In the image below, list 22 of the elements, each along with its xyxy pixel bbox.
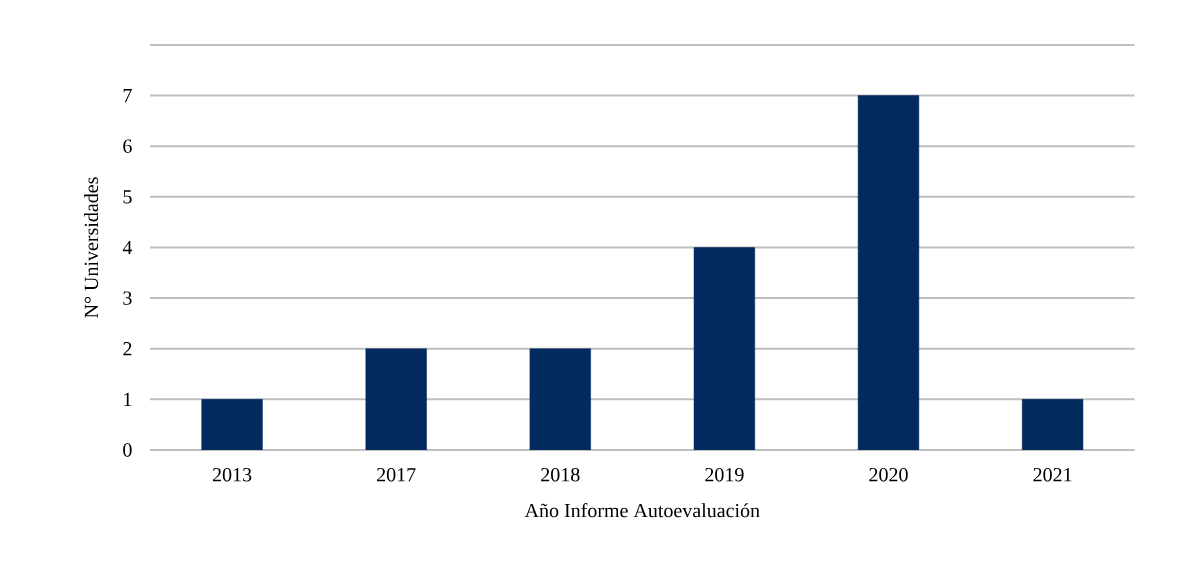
- x-tick-label: 2019: [705, 467, 744, 482]
- y-tick-label: 6: [123, 139, 132, 153]
- x-tick-label: 2021: [1033, 467, 1072, 482]
- x-axis-title: Año Informe Autoevaluación: [524, 503, 760, 518]
- bar: [365, 348, 427, 450]
- bar: [201, 399, 263, 450]
- y-tick-label: 3: [123, 291, 132, 305]
- y-axis-title: N° Universidades: [84, 177, 99, 318]
- x-tick-label: 2020: [869, 467, 908, 482]
- bar: [857, 95, 920, 450]
- y-tick-label: 5: [123, 190, 132, 204]
- bar: [1021, 399, 1084, 450]
- bar: [693, 247, 756, 450]
- x-tick-label: 2017: [377, 467, 416, 482]
- y-tick-label: 0: [123, 443, 132, 457]
- x-tick-label: 2018: [541, 467, 580, 482]
- y-tick-label: 4: [122, 240, 133, 255]
- x-tick-label: 2013: [212, 467, 252, 482]
- y-tick-label: 1: [124, 392, 132, 406]
- y-tick-label: 7: [123, 89, 132, 103]
- y-tick-label: 2: [123, 342, 132, 356]
- bar: [529, 348, 591, 450]
